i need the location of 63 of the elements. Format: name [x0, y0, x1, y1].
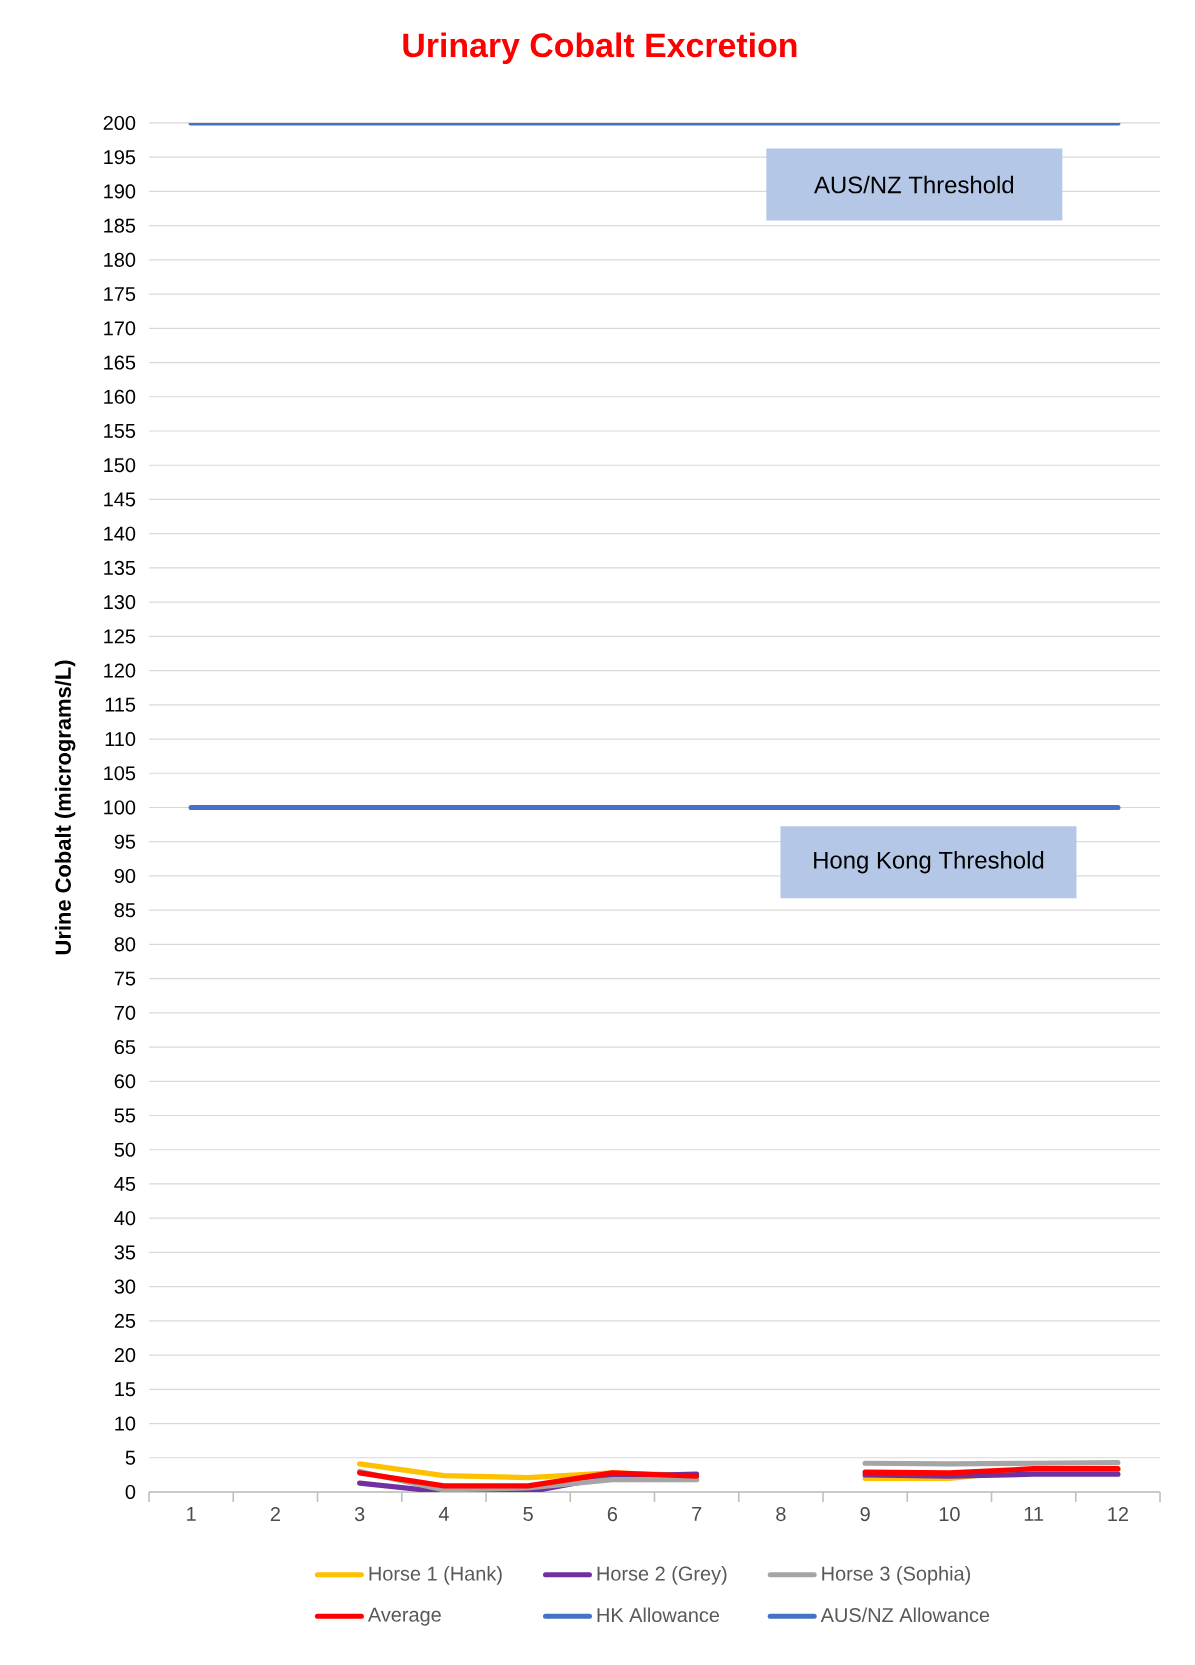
y-tick-label: 150	[104, 458, 136, 473]
y-axis-title: Urine Cobalt (micrograms/L)	[54, 660, 76, 955]
y-tick-label: 85	[114, 903, 136, 918]
y-tick-label: 195	[104, 150, 136, 165]
y-tick-label: 170	[104, 321, 136, 336]
x-tick-label: 11	[1024, 1507, 1044, 1521]
legend-label: Horse 1 (Hank)	[369, 1566, 502, 1585]
y-tick-label: 130	[104, 595, 136, 610]
y-tick-label: 35	[114, 1245, 136, 1260]
y-tick-label: 185	[104, 218, 136, 233]
y-tick-label: 155	[104, 424, 136, 438]
x-tick-label: 7	[692, 1507, 702, 1521]
y-tick-label: 40	[114, 1211, 136, 1226]
y-tick-label: 140	[104, 526, 136, 541]
y-tick-label: 110	[105, 731, 136, 747]
y-tick-label: 65	[114, 1040, 136, 1055]
y-tick-label: 60	[114, 1074, 136, 1089]
y-tick-label: 180	[104, 252, 136, 267]
y-tick-label: 50	[114, 1142, 136, 1157]
y-tick-label: 70	[114, 1005, 136, 1020]
x-tick-label: 1	[187, 1507, 196, 1521]
y-tick-label: 145	[104, 492, 136, 507]
y-tick-label: 90	[114, 868, 136, 883]
x-tick-label: 10	[939, 1507, 960, 1522]
y-tick-label: 25	[114, 1313, 136, 1328]
y-tick-label: 45	[114, 1177, 136, 1191]
annotation: AUS/NZ Threshold	[814, 175, 1014, 194]
y-tick-label: 165	[104, 355, 136, 370]
legend-label: Horse 3 (Sophia)	[822, 1566, 971, 1585]
y-tick-label: 105	[104, 766, 136, 781]
y-tick-label: 95	[114, 834, 136, 849]
y-tick-label: 30	[114, 1279, 136, 1294]
legend-label: Average	[367, 1607, 441, 1626]
y-tick-label: 15	[115, 1382, 136, 1397]
y-tick-label: 100	[104, 800, 136, 815]
x-tick-label: 9	[860, 1507, 870, 1522]
x-tick-label: 2	[270, 1507, 280, 1521]
x-tick-label: 12	[1108, 1507, 1128, 1521]
y-tick-label: 120	[104, 663, 136, 678]
y-tick-label: 125	[104, 629, 136, 644]
x-tick-label: 6	[607, 1507, 618, 1522]
x-tick-label: 3	[354, 1507, 365, 1522]
y-tick-label: 5	[125, 1450, 136, 1465]
y-tick-label: 10	[115, 1416, 136, 1431]
annotation: Hong Kong Threshold	[814, 851, 1044, 874]
y-tick-label: 0	[125, 1484, 136, 1500]
y-tick-label: 175	[104, 287, 136, 302]
legend-label: HK Allowance	[597, 1607, 720, 1623]
y-tick-label: 190	[104, 184, 136, 199]
y-tick-label: 160	[104, 389, 136, 404]
y-tick-label: 80	[114, 937, 136, 952]
x-tick-label: 8	[776, 1507, 786, 1522]
y-tick-label: 135	[104, 560, 136, 575]
chart-title: Urinary Cobalt Excretion	[403, 32, 797, 64]
x-tick-label: 4	[438, 1507, 449, 1521]
y-tick-label: 200	[103, 115, 136, 131]
y-tick-label: 75	[114, 971, 136, 986]
y-tick-label: 20	[114, 1348, 136, 1363]
legend-label: Horse 2 (Grey)	[597, 1566, 727, 1585]
legend-label: AUS/NZ Allowance	[820, 1607, 990, 1623]
y-tick-label: 55	[114, 1108, 136, 1123]
y-tick-label: 115	[105, 697, 136, 712]
x-tick-label: 5	[523, 1507, 533, 1521]
